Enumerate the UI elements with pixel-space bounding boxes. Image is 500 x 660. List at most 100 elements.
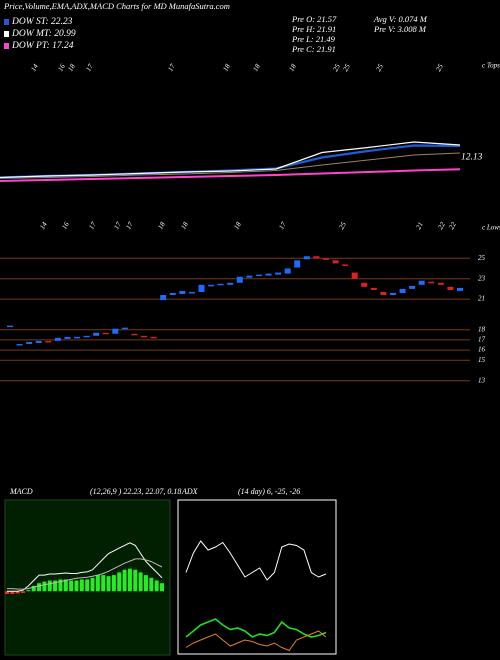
candle bbox=[399, 288, 406, 293]
date-label: 25 bbox=[331, 62, 342, 72]
histogram-bar bbox=[74, 580, 79, 592]
candle bbox=[7, 325, 13, 328]
histogram-bar bbox=[47, 580, 52, 592]
histogram-bar bbox=[106, 576, 111, 592]
candle bbox=[160, 295, 167, 301]
histogram-bar bbox=[90, 577, 95, 592]
histogram-bar bbox=[10, 591, 15, 594]
date-label: 18 bbox=[287, 62, 298, 72]
histogram-bar bbox=[138, 572, 143, 592]
candle bbox=[418, 280, 425, 285]
date-label: 14 bbox=[29, 62, 40, 72]
date-label: 17 bbox=[84, 62, 95, 72]
histogram-bar bbox=[5, 591, 9, 594]
date-label: 25 bbox=[374, 62, 385, 72]
candle bbox=[208, 284, 215, 287]
panel-title: ADX bbox=[181, 487, 199, 496]
candle bbox=[351, 272, 358, 279]
histogram-bar bbox=[149, 577, 154, 592]
candle bbox=[198, 284, 205, 292]
candle bbox=[370, 287, 377, 290]
histogram-bar bbox=[26, 590, 31, 592]
y-tick-label: 21 bbox=[478, 295, 485, 303]
histogram-bar bbox=[154, 580, 159, 592]
histogram-bar bbox=[42, 581, 47, 592]
histogram-bar bbox=[101, 575, 106, 592]
candle bbox=[217, 283, 224, 286]
candle bbox=[284, 268, 291, 274]
annotation: 12.13 bbox=[461, 153, 483, 163]
candle bbox=[294, 260, 301, 268]
candle bbox=[437, 282, 444, 285]
candle bbox=[83, 335, 90, 338]
candle bbox=[102, 332, 109, 335]
candle bbox=[236, 276, 243, 283]
candle bbox=[141, 335, 148, 338]
ema-line bbox=[0, 141, 461, 179]
date-label: 18 bbox=[251, 62, 262, 72]
legend-label: DOW PT: 17.24 bbox=[11, 41, 74, 51]
date-label: 16 bbox=[60, 220, 71, 230]
candle bbox=[227, 282, 234, 285]
panel-params: (12,26,9 ) 22.23, 22.07, 0.18 bbox=[90, 487, 181, 496]
histogram-bar bbox=[160, 583, 164, 592]
histogram-bar bbox=[133, 569, 138, 592]
ema-line bbox=[0, 168, 461, 182]
candle bbox=[380, 291, 387, 296]
candle bbox=[275, 272, 282, 275]
date-label: 25 bbox=[337, 220, 348, 230]
y-tick-label: 17 bbox=[478, 336, 486, 344]
date-label: 18 bbox=[232, 220, 243, 230]
date-label: 14 bbox=[38, 220, 49, 230]
candle bbox=[35, 340, 42, 343]
histogram-bar bbox=[53, 580, 58, 592]
candle bbox=[179, 290, 186, 294]
date-label: 22 bbox=[436, 220, 447, 230]
candle bbox=[121, 327, 128, 330]
y-tick-label: 25 bbox=[478, 254, 486, 262]
date-label: 22 bbox=[447, 220, 458, 230]
date-label: 21 bbox=[414, 221, 424, 231]
candle bbox=[303, 256, 310, 260]
date-label: 18 bbox=[66, 62, 77, 72]
legend-label: DOW ST: 22.23 bbox=[11, 17, 73, 27]
date-label: 17 bbox=[166, 62, 177, 72]
corner-label: c Lows bbox=[482, 224, 500, 232]
info-text: Pre O: 21.57 bbox=[291, 14, 337, 24]
date-label: 17 bbox=[124, 220, 135, 230]
histogram-bar bbox=[117, 572, 122, 592]
legend-swatch bbox=[4, 31, 9, 37]
panel bbox=[177, 499, 337, 655]
info-text: Pre L: 21.49 bbox=[291, 34, 336, 44]
candle bbox=[322, 258, 329, 260]
histogram-bar bbox=[37, 583, 42, 592]
legend-label: DOW MT: 20.99 bbox=[11, 29, 76, 39]
candle bbox=[246, 275, 253, 278]
candle bbox=[45, 340, 52, 343]
candle bbox=[255, 274, 262, 277]
date-label: 16 bbox=[56, 62, 67, 72]
candle bbox=[361, 282, 368, 287]
histogram-bar bbox=[122, 569, 127, 592]
histogram-bar bbox=[69, 580, 74, 592]
y-tick-label: 15 bbox=[478, 356, 486, 364]
candle bbox=[150, 336, 157, 339]
legend-swatch bbox=[4, 43, 9, 49]
adx-line bbox=[185, 618, 327, 638]
legend-swatch bbox=[4, 19, 9, 25]
date-label: 18 bbox=[156, 220, 167, 230]
date-label: 17 bbox=[87, 220, 98, 230]
corner-label: c Tops bbox=[482, 62, 500, 70]
y-tick-label: 13 bbox=[478, 376, 486, 384]
candle bbox=[389, 292, 396, 296]
macd-line bbox=[7, 558, 163, 590]
histogram-bar bbox=[63, 579, 68, 592]
adx-line bbox=[185, 630, 327, 652]
date-label: 25 bbox=[434, 62, 445, 72]
y-tick-label: 16 bbox=[478, 346, 486, 354]
candle bbox=[342, 264, 349, 266]
candle bbox=[457, 287, 463, 291]
date-label: 25 bbox=[341, 62, 352, 72]
candle bbox=[131, 333, 138, 336]
y-tick-label: 23 bbox=[478, 274, 486, 282]
